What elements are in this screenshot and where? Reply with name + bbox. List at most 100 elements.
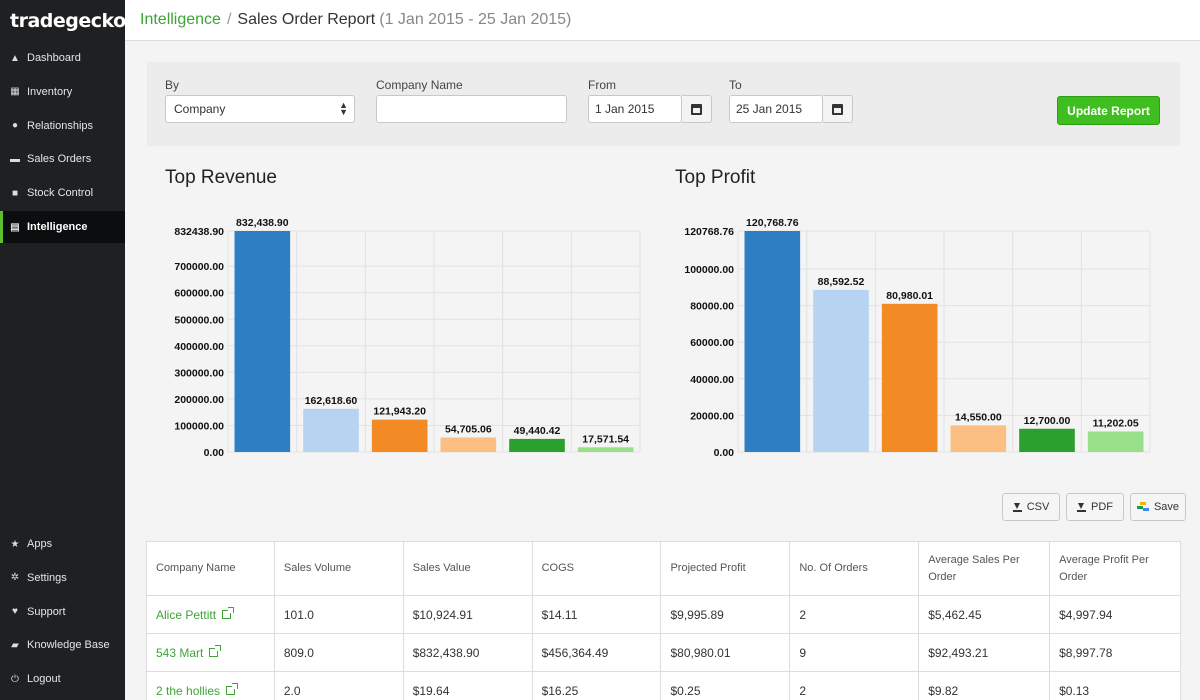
column-header[interactable]: Average Profit Per Order bbox=[1049, 541, 1181, 596]
bar-value-label: 88,592.52 bbox=[818, 276, 865, 288]
export-csv-button[interactable]: CSV bbox=[1002, 493, 1060, 521]
bar[interactable] bbox=[303, 408, 359, 452]
y-tick-label: 0.00 bbox=[714, 447, 735, 459]
column-header[interactable]: Sales Value bbox=[402, 541, 533, 596]
sidebar-item-logout[interactable]: ⏻ Logout bbox=[0, 663, 125, 695]
sidebar-item-relationships[interactable]: ● Relationships bbox=[0, 110, 125, 142]
relationships-icon: ● bbox=[11, 120, 19, 132]
external-link-icon[interactable] bbox=[209, 644, 222, 657]
to-calendar-button[interactable] bbox=[823, 95, 853, 123]
table-cell: $9.82 bbox=[918, 671, 1051, 700]
select-arrows-icon: ▲ ▼ bbox=[339, 100, 348, 117]
sidebar-item-dashboard[interactable]: ▲ Dashboard bbox=[0, 42, 125, 74]
table-cell: $80,980.01 bbox=[660, 633, 791, 672]
y-tick-label: 40000.00 bbox=[690, 374, 734, 386]
column-header[interactable]: Projected Profit bbox=[660, 541, 791, 596]
table-cell: 2 bbox=[789, 595, 920, 634]
company-name-link[interactable]: 2 the hollies bbox=[146, 671, 275, 700]
by-select[interactable]: Company ▲ ▼ bbox=[165, 95, 355, 123]
star-icon: ★ bbox=[10, 538, 20, 550]
y-tick-label: 400000.00 bbox=[174, 341, 224, 353]
export-csv-label: CSV bbox=[1026, 501, 1050, 513]
to-date-input[interactable]: 25 Jan 2015 bbox=[729, 95, 823, 123]
date-range-label: (1 Jan 2015 - 25 Jan 2015) bbox=[379, 11, 572, 28]
bar[interactable] bbox=[371, 419, 428, 452]
sidebar-item-label: Inventory bbox=[27, 85, 73, 98]
y-tick-label: 120768.76 bbox=[684, 226, 734, 238]
bar[interactable] bbox=[950, 425, 1007, 452]
bar[interactable] bbox=[234, 231, 291, 452]
sidebar-item-settings[interactable]: ✲ Settings bbox=[0, 562, 125, 594]
company-name-input[interactable] bbox=[376, 95, 567, 123]
bar-value-label: 14,550.00 bbox=[955, 411, 1002, 423]
table-cell: $5,462.45 bbox=[918, 595, 1051, 634]
table-cell: $14.11 bbox=[531, 595, 662, 634]
inventory-icon: ▦ bbox=[10, 86, 20, 98]
bar-value-label: 162,618.60 bbox=[305, 395, 358, 407]
google-drive-icon bbox=[1136, 502, 1149, 512]
save-to-drive-button[interactable]: Save bbox=[1130, 493, 1186, 521]
company-name-link[interactable]: Alice Pettitt bbox=[146, 595, 275, 634]
bar[interactable] bbox=[813, 289, 869, 452]
y-tick-label: 100000.00 bbox=[174, 420, 224, 432]
sidebar-item-stock-control[interactable]: ■ Stock Control bbox=[0, 177, 125, 209]
chart-icon: ▤ bbox=[10, 221, 20, 233]
table-cell: $19.64 bbox=[402, 671, 533, 700]
table-cell: $0.13 bbox=[1049, 671, 1181, 700]
bar-value-label: 11,202.05 bbox=[1093, 418, 1139, 430]
sidebar-item-label: Stock Control bbox=[27, 187, 94, 200]
gear-icon: ✲ bbox=[10, 572, 20, 584]
breadcrumb-intelligence-link[interactable]: Intelligence bbox=[140, 11, 221, 28]
column-header[interactable]: Average Sales Per Order bbox=[918, 541, 1051, 596]
y-tick-label: 80000.00 bbox=[690, 301, 734, 313]
bar[interactable] bbox=[1087, 431, 1144, 452]
y-tick-label: 300000.00 bbox=[174, 367, 224, 379]
company-name[interactable]: 2 the hollies bbox=[156, 683, 221, 698]
bar[interactable] bbox=[577, 447, 634, 452]
from-calendar-button[interactable] bbox=[682, 95, 712, 123]
table-row[interactable]: Alice Pettitt 101.0 $10,924.91 $14.11 $9,995… bbox=[146, 595, 1181, 634]
from-label: From bbox=[588, 78, 616, 92]
column-header[interactable]: COGS bbox=[531, 541, 662, 596]
company-name[interactable]: 543 Mart bbox=[156, 645, 204, 660]
table-cell: $0.25 bbox=[660, 671, 791, 700]
bar[interactable] bbox=[744, 231, 801, 452]
power-icon: ⏻ bbox=[11, 673, 19, 685]
table-row[interactable]: 2 the hollies 2.0 $19.64 $16.25 $0.25 2 $9.82 $… bbox=[146, 671, 1181, 700]
column-header[interactable]: Company Name bbox=[146, 541, 275, 596]
bar[interactable] bbox=[881, 303, 938, 452]
bar[interactable] bbox=[509, 438, 565, 452]
sidebar-item-sales-orders[interactable]: ▬ Sales Orders bbox=[0, 143, 125, 175]
calendar-icon bbox=[691, 103, 702, 115]
update-report-button[interactable]: Update Report bbox=[1057, 96, 1160, 125]
external-link-icon[interactable] bbox=[226, 682, 239, 695]
sidebar-item-apps[interactable]: ★ Apps bbox=[0, 528, 125, 560]
y-tick-label: 200000.00 bbox=[174, 394, 224, 406]
export-pdf-button[interactable]: PDF bbox=[1066, 493, 1124, 521]
sidebar-item-intelligence[interactable]: ▤ Intelligence bbox=[0, 211, 125, 243]
company-name-link[interactable]: 543 Mart bbox=[146, 633, 275, 672]
bar[interactable] bbox=[440, 437, 497, 452]
from-date-input[interactable]: 1 Jan 2015 bbox=[588, 95, 682, 123]
y-tick-label: 500000.00 bbox=[174, 314, 224, 326]
top-profit-title: Top Profit bbox=[675, 167, 756, 188]
bar[interactable] bbox=[1019, 428, 1075, 452]
y-tick-label: 60000.00 bbox=[690, 337, 734, 349]
bar-value-label: 80,980.01 bbox=[886, 290, 933, 302]
sidebar-item-knowledge-base[interactable]: ▰ Knowledge Base bbox=[0, 629, 125, 661]
sidebar-item-inventory[interactable]: ▦ Inventory bbox=[0, 76, 125, 108]
sidebar-item-label: Settings bbox=[27, 571, 67, 584]
export-pdf-label: PDF bbox=[1091, 501, 1113, 513]
external-link-icon[interactable] bbox=[222, 606, 235, 619]
y-tick-label: 0.00 bbox=[204, 447, 225, 459]
sidebar-item-label: Sales Orders bbox=[27, 153, 92, 166]
column-header[interactable]: Sales Volume bbox=[273, 541, 404, 596]
top-profit-chart: 0.00 20000.00 40000.00 60000.00 80000.00 1000… bbox=[684, 217, 1151, 459]
bar-value-label: 832,438.90 bbox=[236, 217, 289, 229]
sidebar-item-support[interactable]: ♥ Support bbox=[0, 596, 125, 628]
table-row[interactable]: 543 Mart 809.0 $832,438.90 $456,364.49 $80,9… bbox=[146, 633, 1181, 672]
table-cell: $456,364.49 bbox=[531, 633, 662, 672]
column-header[interactable]: No. Of Orders bbox=[789, 541, 920, 596]
brand-logo[interactable]: tradegecko bbox=[10, 10, 126, 32]
company-name[interactable]: Alice Pettitt bbox=[156, 607, 217, 622]
